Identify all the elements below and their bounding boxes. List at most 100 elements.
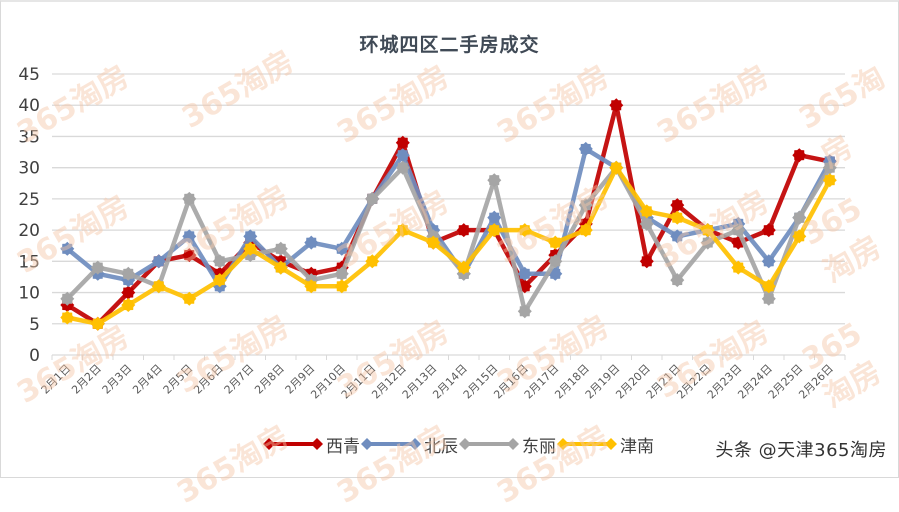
y-tick-label: 45 (18, 65, 40, 85)
x-tick-label: 2月2日 (69, 362, 104, 397)
data-point-marker (670, 273, 685, 288)
y-tick-label: 30 (18, 159, 40, 179)
data-point-marker (182, 229, 197, 244)
data-point-marker (670, 198, 685, 213)
data-point-marker (121, 285, 136, 300)
x-tick-label: 2月7日 (222, 362, 257, 397)
data-point-marker (578, 198, 593, 213)
legend-line-icon (557, 438, 617, 450)
series-津南 (60, 160, 837, 331)
data-point-marker (731, 260, 746, 275)
data-point-marker (182, 191, 197, 206)
legend-line-icon (263, 438, 323, 450)
data-point-marker (212, 273, 227, 288)
data-point-marker (151, 279, 166, 294)
data-point-marker (456, 223, 471, 238)
y-tick-label: 35 (18, 127, 40, 147)
legend-item: 西青 (262, 432, 360, 457)
data-point-marker (548, 254, 563, 269)
x-tick-label: 2月4日 (130, 362, 165, 397)
source-watermark: 头条 @天津365淘房 (715, 440, 887, 461)
legend-label: 东丽 (522, 436, 556, 457)
data-point-marker (182, 291, 197, 306)
data-point-marker (60, 310, 75, 325)
data-point-marker (273, 241, 288, 256)
data-point-marker (182, 248, 197, 263)
legend-item: 津南 (556, 432, 654, 457)
legend-line-icon (459, 438, 519, 450)
data-point-marker (121, 298, 136, 312)
data-point-marker (639, 216, 654, 231)
y-tick-label: 25 (18, 190, 40, 210)
data-point-marker (487, 223, 502, 238)
legend-line-icon (361, 438, 421, 450)
legend-label: 西青 (326, 436, 360, 457)
data-point-marker (578, 223, 593, 238)
data-point-marker (334, 266, 349, 281)
legend-item: 东丽 (458, 432, 556, 457)
data-point-marker (395, 135, 410, 150)
data-point-marker (487, 210, 502, 225)
y-tick-label: 15 (18, 252, 40, 272)
data-point-marker (90, 316, 105, 331)
data-point-marker (548, 235, 563, 250)
data-point-marker (304, 279, 319, 294)
data-point-marker (487, 173, 502, 188)
data-point-marker (792, 148, 807, 163)
data-point-marker (334, 279, 349, 294)
x-tick-label: 2月8日 (252, 362, 287, 397)
data-point-marker (639, 254, 654, 269)
x-tick-label: 2月3日 (100, 362, 135, 397)
series-line (66, 165, 832, 327)
y-tick-label: 0 (29, 346, 40, 366)
x-tick-label: 2月6日 (191, 362, 226, 397)
data-point-marker (609, 98, 624, 113)
y-tick-label: 20 (18, 221, 40, 241)
data-point-marker (395, 148, 410, 163)
data-point-marker (700, 235, 715, 250)
data-point-marker (365, 191, 380, 206)
data-point-marker (395, 223, 410, 238)
legend-label: 北辰 (424, 436, 458, 457)
data-point-marker (243, 241, 258, 256)
legend-item: 北辰 (360, 432, 458, 457)
data-point-marker (212, 254, 227, 269)
data-point-marker (517, 266, 532, 281)
data-point-marker (761, 254, 776, 269)
data-point-marker (395, 160, 410, 175)
data-point-marker (700, 223, 715, 238)
data-point-marker (761, 279, 776, 294)
x-tick-label: 2月26日 (796, 362, 836, 402)
y-tick-label: 5 (29, 315, 40, 335)
series-北辰 (60, 141, 837, 294)
data-point-marker (273, 260, 288, 275)
data-point-marker (517, 223, 532, 238)
data-point-marker (304, 235, 319, 250)
line-chart: 0510152025303540452月1日2月2日2月3日2月4日2月5日2月… (18, 65, 846, 402)
data-point-marker (90, 260, 105, 275)
data-point-marker (121, 266, 136, 281)
data-point-marker (456, 260, 471, 275)
data-point-marker (517, 304, 532, 319)
data-point-marker (670, 229, 685, 244)
data-point-marker (609, 160, 624, 175)
y-tick-label: 40 (18, 96, 40, 116)
x-tick-label: 2月5日 (161, 362, 196, 397)
legend-label: 津南 (620, 436, 654, 457)
x-tick-label: 2月1日 (39, 362, 74, 397)
data-point-marker (60, 291, 75, 306)
data-point-marker (670, 210, 685, 225)
data-point-marker (761, 223, 776, 238)
data-point-marker (792, 210, 807, 225)
data-point-marker (426, 235, 441, 250)
data-point-marker (731, 223, 746, 238)
chart-title: 环城四区二手房成交 (359, 34, 540, 56)
data-point-marker (578, 141, 593, 156)
data-point-marker (365, 254, 380, 269)
data-point-marker (639, 204, 654, 219)
data-point-marker (822, 160, 837, 175)
chart-legend: 西青 北辰 东丽 津南 (262, 432, 654, 457)
data-point-marker (334, 241, 349, 256)
data-point-marker (60, 241, 75, 256)
data-point-marker (151, 254, 166, 269)
